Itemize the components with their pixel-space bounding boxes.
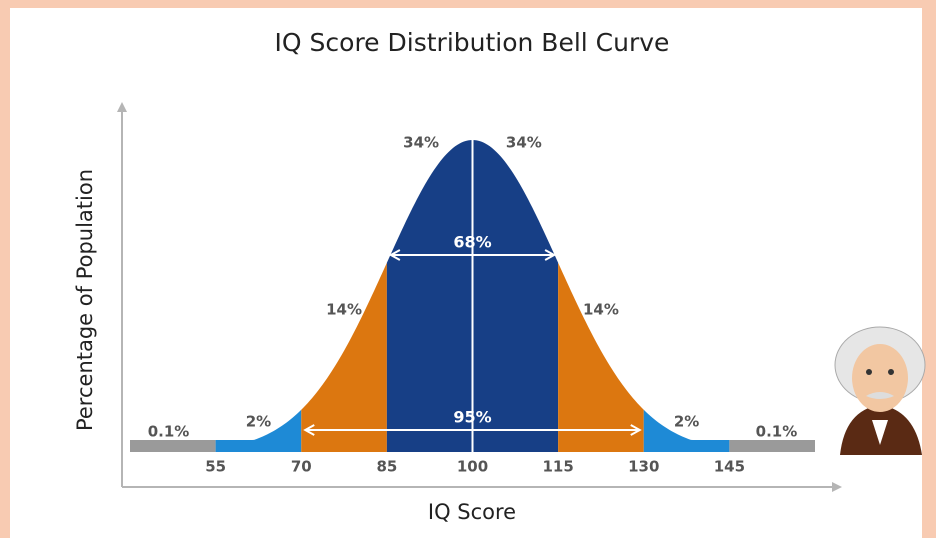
- value-label: 2%: [674, 413, 699, 431]
- value-label: 14%: [583, 301, 619, 319]
- value-label: 34%: [506, 134, 542, 152]
- x-tick-label: 100: [457, 458, 488, 476]
- x-tick-label: 70: [291, 458, 312, 476]
- y-axis-label: Percentage of Population: [73, 169, 97, 431]
- einstein-icon: [835, 327, 925, 455]
- value-label: 0.1%: [756, 423, 798, 441]
- value-label: 14%: [326, 301, 362, 319]
- span-label: 95%: [453, 408, 491, 427]
- region: [130, 440, 216, 452]
- region: [729, 440, 815, 452]
- x-tick-label: 85: [376, 458, 397, 476]
- page: {"chart_data": {"type": "bell", "title":…: [0, 0, 936, 538]
- chart-title: IQ Score Distribution Bell Curve: [275, 28, 670, 57]
- value-label: 2%: [246, 413, 271, 431]
- span-label: 68%: [453, 233, 491, 252]
- x-tick-label: 145: [714, 458, 745, 476]
- x-tick-label: 55: [205, 458, 226, 476]
- x-axis-label: IQ Score: [428, 500, 516, 524]
- x-tick-label: 115: [542, 458, 573, 476]
- chart: IQ Score Distribution Bell Curve IQ Scor…: [0, 0, 936, 538]
- value-label: 34%: [403, 134, 439, 152]
- value-label: 0.1%: [148, 423, 190, 441]
- x-tick-label: 130: [628, 458, 659, 476]
